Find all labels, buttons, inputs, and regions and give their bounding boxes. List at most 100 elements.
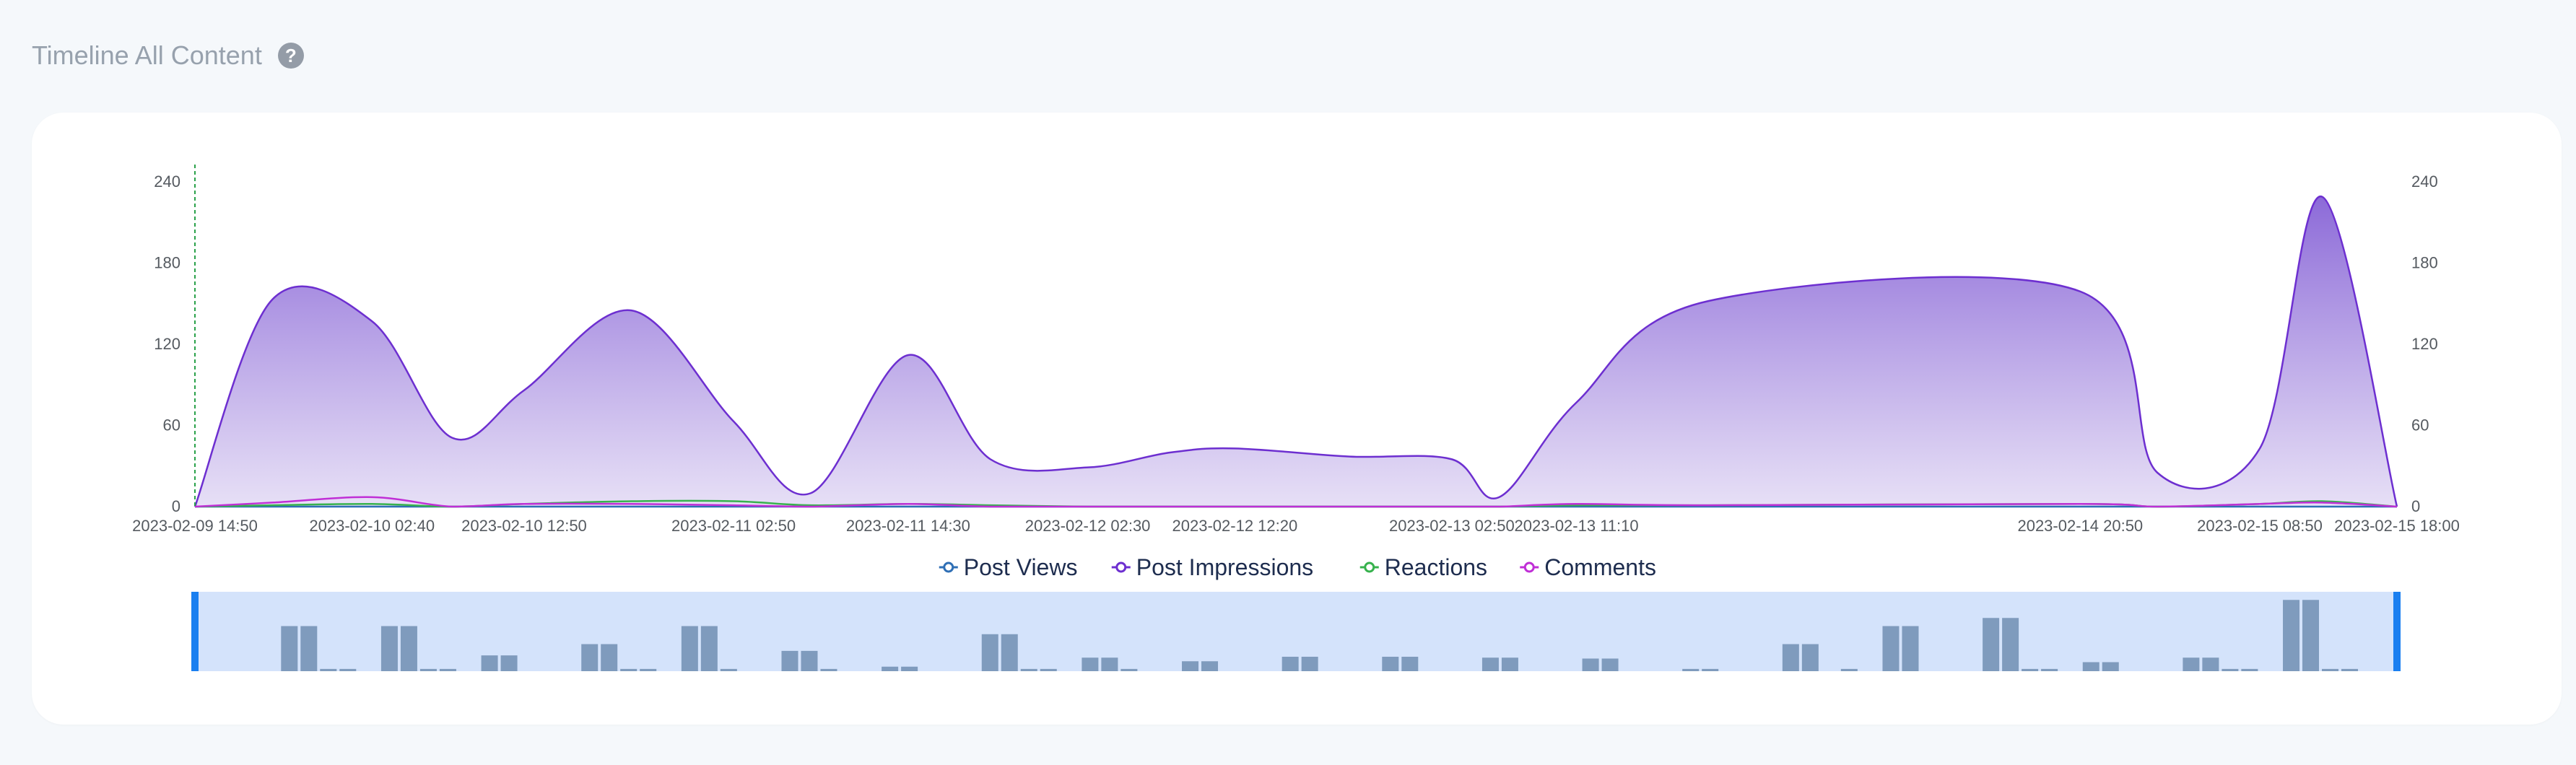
data-zoom-bar — [1601, 658, 1619, 671]
data-zoom-bar — [1501, 657, 1518, 671]
data-zoom-bar — [1121, 668, 1138, 671]
data-zoom-bar — [300, 626, 318, 671]
legend-label: Post Impressions — [1136, 554, 1313, 580]
data-zoom-bar — [1082, 657, 1099, 671]
data-zoom-bar — [981, 634, 998, 671]
data-zoom-bar — [320, 668, 337, 671]
data-zoom-bar — [1020, 668, 1037, 671]
data-zoom-bar — [2082, 662, 2099, 671]
data-zoom-bar — [1182, 661, 1199, 671]
data-zoom-bar — [1801, 644, 1819, 671]
data-zoom-bar — [2102, 662, 2119, 671]
legend-item-post-views[interactable]: Post Views — [939, 554, 1078, 580]
x-tick-label: 2023-02-09 14:50 — [132, 517, 258, 535]
data-zoom-bar — [1382, 657, 1399, 671]
data-zoom-bar — [1882, 626, 1900, 671]
legend-label: Comments — [1544, 554, 1656, 580]
data-zoom-bar — [2241, 668, 2258, 671]
legend-marker-icon — [943, 561, 954, 573]
data-zoom-bar — [640, 668, 657, 671]
question-mark-icon[interactable]: ? — [277, 43, 304, 69]
legend-marker-icon — [1115, 561, 1127, 573]
y-tick-label-right: 180 — [2411, 254, 2438, 272]
data-zoom-bar — [2022, 668, 2039, 671]
data-zoom-handle-left[interactable] — [191, 592, 199, 671]
data-zoom-bar — [700, 626, 718, 671]
data-zoom-bar — [1401, 657, 1419, 671]
legend-marker-icon — [1523, 561, 1535, 573]
y-tick-label-left: 0 — [172, 497, 180, 515]
x-tick-label: 2023-02-13 11:10 — [1515, 517, 1639, 535]
data-zoom-bar — [339, 668, 357, 671]
data-zoom-handle-right[interactable] — [2393, 592, 2401, 671]
data-zoom-bar — [380, 626, 398, 671]
data-zoom-bar — [781, 650, 799, 671]
data-zoom-bar — [1040, 668, 1057, 671]
data-zoom-bar — [2183, 657, 2200, 671]
y-tick-label-right: 0 — [2411, 497, 2420, 515]
page-title: Timeline All Content — [32, 40, 262, 70]
data-zoom-bar — [882, 666, 899, 671]
legend-item-comments[interactable]: Comments — [1520, 554, 1656, 580]
y-tick-label-left: 60 — [163, 416, 180, 434]
y-tick-label-right: 120 — [2411, 335, 2438, 353]
data-zoom-bar — [1101, 657, 1118, 671]
data-zoom-bar — [901, 666, 918, 671]
data-zoom-bar — [1840, 668, 1858, 671]
y-tick-label-left: 120 — [154, 335, 180, 353]
data-zoom-bar — [1301, 657, 1318, 671]
legend-item-reactions[interactable]: Reactions — [1359, 554, 1487, 580]
data-zoom-bar — [1782, 644, 1799, 671]
header: Timeline All Content ? — [32, 40, 304, 71]
series-line-post-impressions — [193, 196, 2398, 507]
data-zoom-bar — [481, 655, 498, 671]
data-zoom-bar — [1682, 668, 1700, 671]
y-tick-label-right: 240 — [2411, 172, 2438, 191]
y-tick-label-right: 60 — [2411, 416, 2429, 434]
data-zoom-bar — [620, 668, 638, 671]
x-tick-label: 2023-02-14 20:50 — [2017, 517, 2143, 535]
data-zoom-bar — [400, 626, 417, 671]
data-zoom-bar — [1201, 661, 1219, 671]
x-tick-label: 2023-02-11 14:30 — [846, 517, 970, 535]
x-tick-label: 2023-02-12 02:30 — [1025, 517, 1151, 535]
data-zoom-bar — [2322, 668, 2339, 671]
x-tick-label: 2023-02-10 12:50 — [461, 517, 587, 535]
data-zoom-bar — [720, 668, 737, 671]
data-zoom-bar — [1282, 657, 1299, 671]
data-zoom-bar — [1582, 658, 1599, 671]
data-zoom-bar — [2222, 668, 2239, 671]
legend-item-post-impressions[interactable]: Post Impressions — [1111, 554, 1313, 580]
x-tick-label: 2023-02-10 02:40 — [309, 517, 435, 535]
x-tick-label: 2023-02-12 12:20 — [1172, 517, 1298, 535]
x-tick-label: 2023-02-15 18:00 — [2334, 517, 2460, 535]
data-zoom-bar — [500, 655, 518, 671]
timeline-chart: 0 0 60 60 120 120 180 180 240 240 2023-02-09 14:50… — [132, 165, 2460, 671]
x-tick-label: 2023-02-15 08:50 — [2197, 517, 2323, 535]
x-tick-label: 2023-02-11 02:50 — [671, 517, 796, 535]
data-zoom-bar — [2341, 668, 2359, 671]
data-zoom-bar — [281, 626, 298, 671]
data-zoom-bar — [801, 650, 818, 671]
y-tick-label-left: 180 — [154, 254, 180, 272]
data-zoom-bar — [1481, 657, 1499, 671]
y-tick-label-left: 240 — [154, 172, 180, 191]
data-zoom-bar — [2041, 668, 2058, 671]
data-zoom-bar — [2302, 600, 2320, 671]
legend-marker-icon — [1364, 561, 1375, 573]
x-tick-label: 2023-02-13 02:50 — [1389, 517, 1515, 535]
data-zoom-bar — [1983, 618, 2000, 671]
data-zoom-bar — [2202, 657, 2219, 671]
data-zoom-bar — [1001, 634, 1018, 671]
legend-label: Reactions — [1385, 554, 1487, 580]
data-zoom-bar — [1702, 668, 1719, 671]
chart-card: 0 0 60 60 120 120 180 180 240 240 2023-02-09 14:50… — [32, 113, 2562, 725]
data-zoom-bar — [419, 668, 437, 671]
data-zoom-bar — [601, 644, 618, 671]
data-zoom-bar — [820, 668, 837, 671]
data-zoom-bar — [2283, 600, 2300, 671]
data-zoom-bar — [1902, 626, 1919, 671]
series-line-comments — [194, 496, 2398, 508]
data-zoom-bar — [2002, 618, 2019, 671]
series-area-post-impressions — [195, 196, 2397, 507]
